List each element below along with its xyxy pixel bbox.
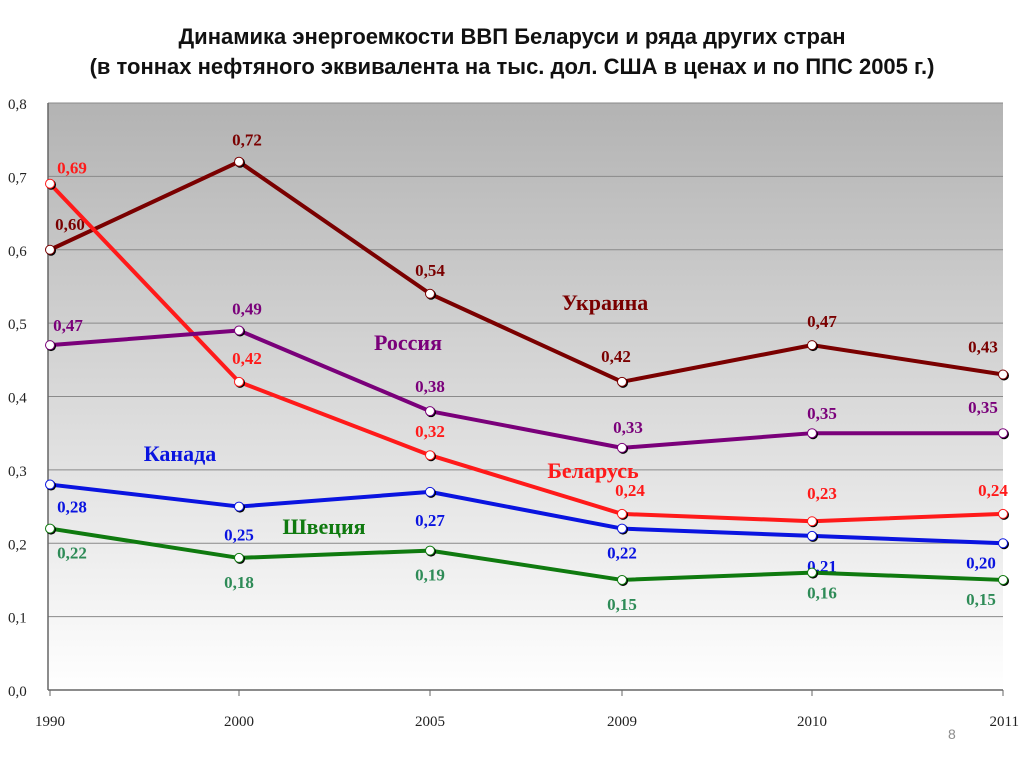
data-point	[234, 156, 244, 167]
data-label: 0,23	[807, 484, 837, 503]
data-point	[998, 574, 1008, 585]
series-line	[49, 328, 1003, 450]
data-point	[998, 538, 1008, 549]
data-label: 0,72	[232, 131, 262, 150]
data-label: 0,38	[415, 377, 445, 396]
data-label: 0,69	[57, 159, 87, 178]
y-tick-label: 0,3	[8, 464, 27, 480]
y-tick-label: 0,8	[8, 97, 27, 113]
data-label: 0,24	[615, 481, 645, 500]
data-point	[617, 442, 627, 453]
series-line	[49, 482, 1004, 546]
x-tick-label: 2010	[797, 714, 827, 730]
y-tick-label: 0,1	[8, 611, 27, 627]
series-label: Россия	[374, 330, 442, 355]
y-tick-label: 0,0	[8, 684, 27, 700]
x-tick-label: 1990	[35, 714, 65, 730]
series-label: Канада	[144, 441, 216, 466]
y-tick-label: 0,5	[8, 317, 27, 333]
data-point	[617, 523, 627, 534]
data-point	[234, 501, 244, 512]
data-label: 0,47	[807, 312, 837, 331]
x-tick-label: 2000	[224, 714, 254, 730]
data-label: 0,24	[978, 481, 1008, 500]
data-point	[998, 508, 1008, 519]
data-label: 0,15	[966, 590, 996, 609]
y-tick-label: 0,7	[8, 170, 27, 186]
data-label: 0,42	[601, 347, 631, 366]
data-label: 0,43	[968, 337, 998, 356]
x-tick-label: 2011	[990, 714, 1019, 730]
y-tick-label: 0,6	[8, 244, 27, 260]
data-label: 0,42	[232, 349, 262, 368]
data-label: 0,22	[57, 544, 87, 563]
data-point	[807, 516, 817, 527]
data-point	[45, 340, 55, 351]
data-point	[234, 552, 244, 563]
data-label: 0,54	[415, 261, 445, 280]
data-label: 0,19	[415, 566, 445, 585]
series-label: Украина	[562, 290, 649, 315]
data-point	[45, 523, 55, 534]
data-label: 0,16	[807, 584, 837, 603]
data-point	[998, 369, 1008, 380]
data-label: 0,47	[53, 316, 83, 335]
data-point	[234, 325, 244, 336]
data-point	[807, 340, 817, 351]
x-tick-label: 2005	[415, 714, 445, 730]
y-tick-label: 0,2	[8, 537, 27, 553]
series-label: Швеция	[282, 514, 365, 539]
data-label: 0,15	[607, 595, 637, 614]
data-label: 0,35	[968, 398, 998, 417]
series-line	[48, 182, 1004, 524]
x-tick-label: 2009	[607, 714, 637, 730]
data-point	[425, 406, 435, 417]
series-label: Беларусь	[547, 458, 639, 483]
data-point	[807, 530, 817, 541]
data-point	[617, 574, 627, 585]
data-point	[425, 288, 435, 299]
chart-title-block: Динамика энергоемкости ВВП Беларуси и ря…	[0, 22, 1024, 82]
data-point	[45, 178, 55, 189]
y-tick-label: 0,4	[8, 391, 27, 407]
data-point	[617, 376, 627, 387]
data-point	[807, 428, 817, 439]
data-point	[234, 376, 244, 387]
data-point	[617, 508, 627, 519]
data-label: 0,20	[966, 553, 996, 572]
data-label: 0,35	[807, 404, 837, 423]
data-label: 0,33	[613, 418, 643, 437]
data-label: 0,32	[415, 422, 445, 441]
chart-subtitle: (в тоннах нефтяного эквивалента на тыс. …	[89, 54, 935, 79]
slide-number: 8	[948, 726, 956, 742]
data-label: 0,27	[415, 511, 445, 530]
data-point	[45, 244, 55, 255]
data-label: 0,25	[224, 526, 254, 545]
data-point	[45, 479, 55, 490]
data-point	[425, 450, 435, 461]
data-label: 0,28	[57, 498, 87, 517]
data-point	[807, 567, 817, 578]
data-point	[425, 545, 435, 556]
series-line	[49, 526, 1004, 582]
data-label: 0,49	[232, 299, 262, 318]
data-label: 0,60	[55, 215, 85, 234]
data-label: 0,18	[224, 573, 254, 592]
data-point	[425, 486, 435, 497]
chart-title: Динамика энергоемкости ВВП Беларуси и ря…	[178, 24, 846, 49]
data-point	[998, 428, 1008, 439]
data-label: 0,22	[607, 544, 637, 563]
series-line	[49, 159, 1004, 384]
